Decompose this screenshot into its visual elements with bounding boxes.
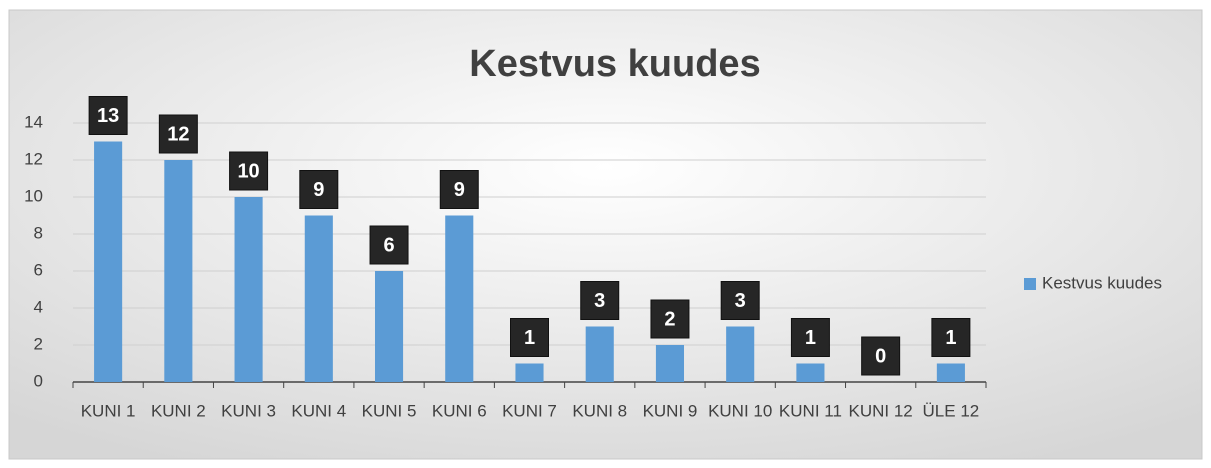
data-label: 12	[167, 123, 189, 145]
bar	[936, 363, 965, 382]
data-label: 9	[313, 179, 324, 201]
y-tick-label: 0	[34, 371, 43, 390]
data-label: 3	[735, 290, 746, 312]
x-tick-label: KUNI 3	[221, 401, 276, 420]
bar	[515, 363, 544, 382]
y-tick-label: 14	[24, 112, 43, 131]
x-tick-label: KUNI 8	[572, 401, 627, 420]
y-tick-label: 10	[24, 186, 43, 205]
bar	[445, 215, 474, 382]
x-tick-label: KUNI 11	[779, 401, 842, 420]
legend-swatch	[1024, 278, 1036, 290]
data-label-box	[931, 318, 971, 357]
x-tick-label: KUNI 1	[81, 401, 136, 420]
data-label-box	[158, 114, 198, 154]
y-tick-label: 8	[34, 223, 43, 242]
x-tick-label: ÜLE 12	[923, 401, 980, 420]
data-label-box	[369, 225, 409, 265]
y-tick-label: 2	[34, 334, 43, 353]
chart-title: Kestvus kuudes	[469, 43, 760, 85]
data-label: 10	[237, 160, 259, 182]
data-label: 1	[524, 327, 535, 349]
data-label-box	[650, 299, 690, 339]
data-label-box	[510, 318, 549, 357]
data-label-box	[299, 170, 339, 209]
data-label: 9	[454, 179, 465, 201]
data-label-box	[88, 96, 128, 135]
x-tick-label: KUNI 5	[362, 401, 417, 420]
data-label: 6	[383, 234, 394, 256]
data-label: 2	[664, 308, 675, 330]
data-label: 13	[97, 105, 119, 127]
bar	[94, 141, 123, 382]
data-label-box	[790, 318, 830, 357]
x-tick-label: KUNI 9	[643, 401, 698, 420]
y-tick-label: 6	[34, 260, 43, 279]
bar	[234, 197, 263, 382]
x-tick-label: KUNI 4	[291, 401, 346, 420]
x-tick-label: KUNI 7	[502, 401, 557, 420]
data-label: 1	[945, 327, 956, 349]
y-tick-label: 12	[24, 149, 43, 168]
y-tick-label: 4	[34, 297, 43, 316]
bar	[726, 326, 755, 382]
x-tick-label: KUNI 6	[432, 401, 487, 420]
bar	[304, 215, 333, 382]
data-label-box	[720, 281, 760, 320]
x-tick-label: KUNI 2	[151, 401, 206, 420]
data-label-box	[861, 336, 901, 376]
bar	[796, 363, 825, 382]
data-label-box	[229, 151, 269, 191]
bar	[374, 271, 404, 382]
x-tick-label: KUNI 12	[849, 401, 913, 420]
x-tick-label: KUNI 10	[708, 401, 772, 420]
data-label: 1	[805, 327, 816, 349]
data-label: 3	[594, 290, 605, 312]
data-label-box	[580, 281, 620, 320]
legend-label: Kestvus kuudes	[1042, 273, 1162, 292]
data-label: 0	[875, 345, 886, 367]
bar	[164, 160, 193, 382]
bar	[585, 326, 614, 382]
bar	[655, 345, 685, 382]
data-label-box	[439, 170, 479, 209]
